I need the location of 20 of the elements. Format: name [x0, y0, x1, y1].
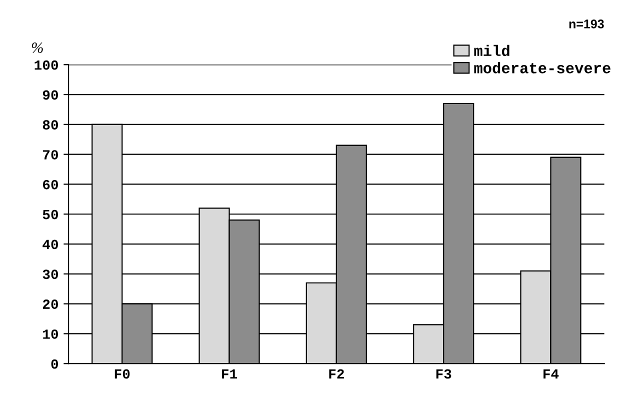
- x-tick-label: F0: [114, 369, 130, 379]
- y-tick-label: 30: [42, 270, 58, 280]
- legend-label: mild: [474, 44, 510, 56]
- x-tick-label: F2: [329, 369, 344, 379]
- y-tick-label: 40: [42, 240, 58, 250]
- y-tick-label: 100: [34, 60, 58, 70]
- y-tick-label: 50: [42, 210, 58, 220]
- y-tick-label: 0: [51, 359, 58, 369]
- y-tick-label: 90: [42, 90, 58, 100]
- y-axis-title: %: [32, 42, 43, 53]
- x-tick-label: F3: [436, 369, 452, 379]
- y-tick-label: 80: [42, 120, 58, 130]
- y-tick-label: 10: [43, 329, 58, 339]
- x-tick-label: F4: [544, 369, 559, 379]
- y-tick-label: 60: [42, 180, 58, 190]
- x-tick-label: F1: [222, 369, 238, 379]
- legend-label: moderate-severe: [474, 62, 610, 74]
- y-tick-label: 20: [42, 300, 58, 309]
- y-tick-label: 70: [43, 150, 58, 160]
- text: n=193: [569, 20, 604, 28]
